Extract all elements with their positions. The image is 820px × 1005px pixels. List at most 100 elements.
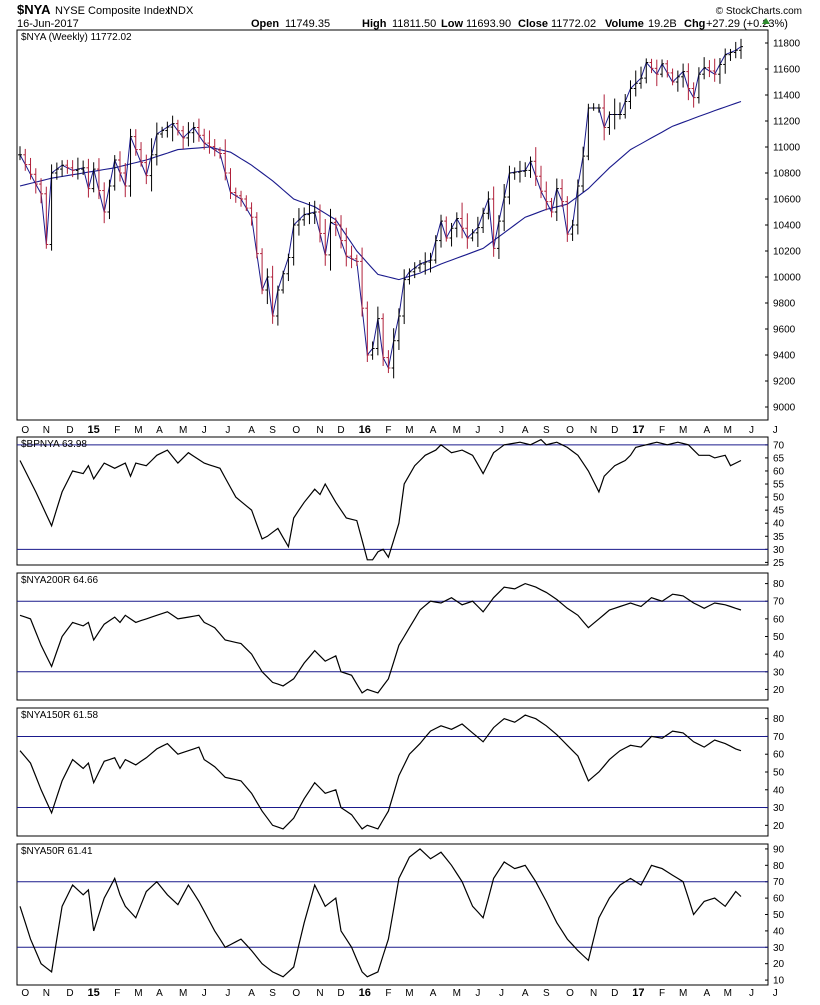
x-tick-label: F — [114, 425, 120, 436]
x-tick-label: J — [225, 988, 230, 999]
x-tick-label: J — [202, 425, 207, 436]
x-tick-label: D — [611, 425, 618, 436]
panels: 9000 9200 9400 9600 9800 10000 10200 10400 10600… — [16, 29, 801, 987]
price-bar — [165, 121, 170, 138]
price-bar — [91, 162, 96, 193]
x-tick-label: J — [499, 988, 504, 999]
price-bar — [502, 184, 507, 232]
y-tick-label: 70 — [773, 440, 785, 451]
x-tick-label: N — [43, 425, 50, 436]
price-bar — [596, 103, 601, 113]
x-tick-label: 16 — [359, 424, 371, 436]
x-tick-label: N — [316, 988, 323, 999]
x-tick-label: J — [749, 988, 754, 999]
y-tick-label: 9600 — [773, 325, 796, 336]
price-bar — [475, 216, 480, 248]
price-bar — [154, 122, 159, 166]
x-tick-label: 17 — [632, 987, 644, 999]
price-bar — [217, 147, 222, 159]
price-bar — [386, 350, 391, 374]
price-bar — [302, 207, 307, 226]
price-bar — [654, 59, 659, 87]
x-tick-label: S — [543, 988, 550, 999]
price-bar — [412, 262, 417, 279]
price-bar — [344, 227, 349, 267]
x-tick-label: M — [134, 988, 142, 999]
close-label: Close — [518, 18, 548, 30]
price-bar — [60, 160, 65, 177]
price-bar — [517, 160, 522, 183]
y-tick-label: 80 — [773, 861, 785, 872]
y-tick-label: 60 — [773, 894, 785, 905]
price-bar — [423, 252, 428, 275]
x-tick-label: A — [248, 988, 255, 999]
x-tick-label: A — [156, 988, 163, 999]
x-tick-label: D — [66, 425, 73, 436]
price-bar — [312, 200, 317, 224]
price-bar — [160, 126, 165, 138]
price-bar — [696, 67, 701, 104]
y-tick-label: 25 — [773, 558, 785, 569]
price-bar — [486, 191, 491, 220]
price-bar — [702, 57, 707, 80]
price-bar — [712, 58, 717, 82]
chg-value: +27.29 (+0.23%) — [706, 18, 788, 30]
price-bar — [560, 179, 565, 208]
x-tick-label: F — [385, 425, 391, 436]
price-bar — [49, 164, 54, 251]
price-bar — [554, 178, 559, 222]
price-bar — [270, 265, 275, 324]
high-label: High — [362, 18, 387, 30]
x-tick-label: M — [134, 425, 142, 436]
price-bar — [149, 138, 154, 192]
y-tick-label: 50 — [773, 768, 785, 779]
price-bar — [381, 313, 386, 367]
panel-border — [16, 572, 769, 701]
y-tick-label: 9000 — [773, 403, 796, 414]
price-bar — [323, 219, 328, 266]
x-tick-label: O — [292, 988, 300, 999]
copyright-label: © StockCharts.com — [716, 6, 802, 17]
y-tick-label: 45 — [773, 506, 785, 517]
price-bar — [207, 130, 212, 154]
panel-border — [16, 436, 769, 566]
price-bar — [96, 158, 101, 200]
price-bar — [175, 119, 180, 136]
indicator-line — [19, 848, 742, 978]
price-bar — [365, 301, 370, 362]
price-bar — [481, 207, 486, 234]
price-bar — [28, 157, 33, 180]
price-bar — [660, 59, 665, 78]
price-bar — [181, 125, 186, 150]
price-bar — [75, 157, 80, 180]
panel-2: 25 30 35 40 45 50 55 60 65 70 $BPNYA 63.98 — [16, 436, 785, 569]
price-bar — [18, 146, 22, 161]
x-tick-label: M — [179, 425, 187, 436]
close-line — [19, 46, 742, 370]
x-tick-label: J — [475, 425, 480, 436]
price-bar — [549, 197, 554, 218]
panel-label: $NYA150R 61.58 — [21, 710, 99, 721]
price-bar — [586, 103, 591, 161]
x-tick-label: D — [66, 988, 73, 999]
x-tick-label: A — [156, 425, 163, 436]
price-bar — [128, 128, 133, 197]
volume-value: 19.2B — [648, 18, 677, 30]
panel-label: $BPNYA 63.98 — [21, 439, 87, 450]
price-bar — [228, 168, 233, 200]
panel-4: 20 30 40 50 60 70 80 $NYA150R 61.58 — [16, 707, 785, 837]
price-bar — [23, 148, 28, 171]
close-value: 11772.02 — [551, 18, 596, 30]
price-bar — [396, 308, 401, 350]
x-tick-label: A — [430, 988, 437, 999]
price-bar — [433, 235, 438, 264]
price-bar — [581, 146, 586, 192]
x-tick-label: N — [590, 988, 597, 999]
y-tick-label: 55 — [773, 480, 785, 491]
y-tick-label: 50 — [773, 493, 785, 504]
price-bar — [360, 247, 365, 317]
price-bar — [454, 212, 459, 238]
x-tick-label: 16 — [359, 987, 371, 999]
x-tick-label: D — [337, 988, 344, 999]
volume-label: Volume — [605, 18, 644, 30]
